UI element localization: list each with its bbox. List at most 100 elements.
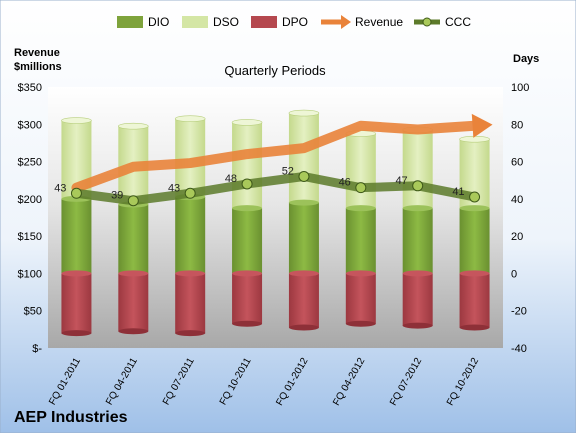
legend-label: DSO — [213, 15, 239, 29]
dso-bar — [345, 133, 376, 209]
dso-bar-base — [345, 205, 376, 212]
dio-bar-base — [61, 270, 92, 277]
dpo-bar-base — [232, 320, 263, 327]
ccc-point — [469, 191, 481, 203]
right-tick-label: 100 — [511, 82, 529, 94]
left-tick-label: $50 — [24, 306, 42, 318]
ccc-point — [70, 187, 82, 199]
dio-bar — [459, 208, 490, 274]
left-tick-label: $200 — [18, 194, 42, 206]
dio-bar-base — [288, 270, 319, 277]
left-axis-title-line-1: Revenue — [14, 47, 60, 59]
dpo-bar — [288, 273, 319, 328]
left-tick-label: $100 — [18, 268, 42, 280]
legend-label: DIO — [148, 15, 169, 29]
legend-swatch-revenue-arrow — [341, 15, 351, 29]
legend-swatch-dio — [117, 16, 143, 28]
dio-bar-base — [459, 270, 490, 277]
dio-bar — [118, 204, 149, 274]
revenue-arrowhead — [471, 113, 493, 138]
chart-title: Quarterly Periods — [224, 63, 326, 78]
dso-bar-base — [288, 199, 319, 206]
dpo-bar-base — [61, 330, 92, 337]
ccc-point — [184, 187, 196, 199]
dio-bar-base — [175, 270, 206, 277]
dio-bar-base — [402, 270, 433, 277]
bar-series — [61, 109, 490, 337]
ccc-point — [412, 180, 424, 192]
right-axis-title: Days — [513, 53, 539, 65]
dso-bar — [288, 113, 319, 203]
ccc-data-label: 48 — [225, 173, 237, 185]
dso-bar-cap — [459, 135, 490, 143]
right-axis-ticks: -40 -20 0 20 40 60 80 100 — [511, 82, 529, 355]
dio-bar — [61, 198, 92, 274]
dpo-bar — [232, 273, 263, 324]
dpo-bar — [402, 273, 433, 326]
dso-bar-cap — [174, 115, 206, 122]
legend-swatch-ccc-marker — [422, 17, 432, 27]
ccc-data-label: 41 — [452, 186, 464, 198]
right-tick-label: 40 — [511, 194, 523, 206]
legend: DIO DSO DPO Revenue CCC — [117, 15, 471, 29]
ccc-data-label: 39 — [111, 190, 123, 202]
revenue-series — [71, 113, 493, 193]
dpo-bar-base — [459, 324, 490, 331]
dpo-bar — [175, 273, 206, 334]
dpo-bar-base — [345, 320, 376, 327]
dso-bar-base — [459, 205, 490, 212]
ccc-data-label: 47 — [395, 175, 407, 187]
left-axis-ticks: $- $50 $100 $150 $200 $250 $300 $350 — [18, 82, 43, 355]
dso-bar-base — [402, 205, 433, 212]
ccc-point — [298, 170, 310, 182]
left-tick-label: $- — [32, 343, 42, 355]
dio-bar-base — [345, 270, 376, 277]
ccc-line — [71, 171, 480, 206]
dpo-bar — [118, 273, 149, 332]
revenue-line — [71, 120, 486, 193]
dso-bar-cap — [231, 119, 263, 126]
dio-bar — [345, 208, 376, 274]
ccc-point — [127, 195, 139, 207]
ccc-data-label: 43 — [168, 182, 180, 194]
dpo-bar-base — [288, 324, 319, 331]
dio-bar — [232, 208, 263, 274]
ccc-series: 43 39 43 48 52 46 47 41 — [54, 165, 481, 207]
dio-bar — [175, 196, 206, 274]
dso-bar-base — [232, 205, 263, 212]
dso-bar — [402, 129, 433, 209]
dso-bar — [232, 122, 263, 209]
dio-bar-base — [232, 270, 263, 277]
dso-bar-cap — [288, 109, 320, 117]
right-tick-label: 80 — [511, 119, 523, 131]
dpo-bar — [61, 273, 92, 334]
dso-bar-cap — [118, 122, 149, 130]
legend-swatch-dpo — [251, 16, 277, 28]
company-name: AEP Industries — [14, 409, 128, 426]
left-tick-label: $350 — [18, 82, 42, 94]
dpo-bar — [345, 273, 376, 324]
right-tick-label: -20 — [511, 306, 527, 318]
legend-label: Revenue — [355, 15, 403, 29]
ccc-data-label: 46 — [339, 177, 351, 189]
right-tick-label: 60 — [511, 157, 523, 169]
right-tick-label: 20 — [511, 231, 523, 243]
dio-bar — [402, 208, 433, 274]
legend-swatch-dso — [182, 16, 208, 28]
dpo-bar-base — [175, 330, 206, 337]
right-tick-label: 0 — [511, 268, 517, 280]
ccc-point — [241, 178, 253, 190]
left-axis-title-line-2: $millions — [14, 61, 62, 73]
legend-label: DPO — [282, 15, 308, 29]
left-tick-label: $150 — [18, 231, 42, 243]
dpo-bar — [459, 273, 490, 328]
ccc-point — [355, 182, 367, 194]
ccc-data-label: 52 — [282, 165, 294, 177]
left-tick-label: $300 — [18, 119, 42, 131]
right-tick-label: -40 — [511, 343, 527, 355]
dpo-bar-base — [402, 322, 433, 329]
legend-label: CCC — [445, 15, 471, 29]
left-tick-label: $250 — [18, 157, 42, 169]
